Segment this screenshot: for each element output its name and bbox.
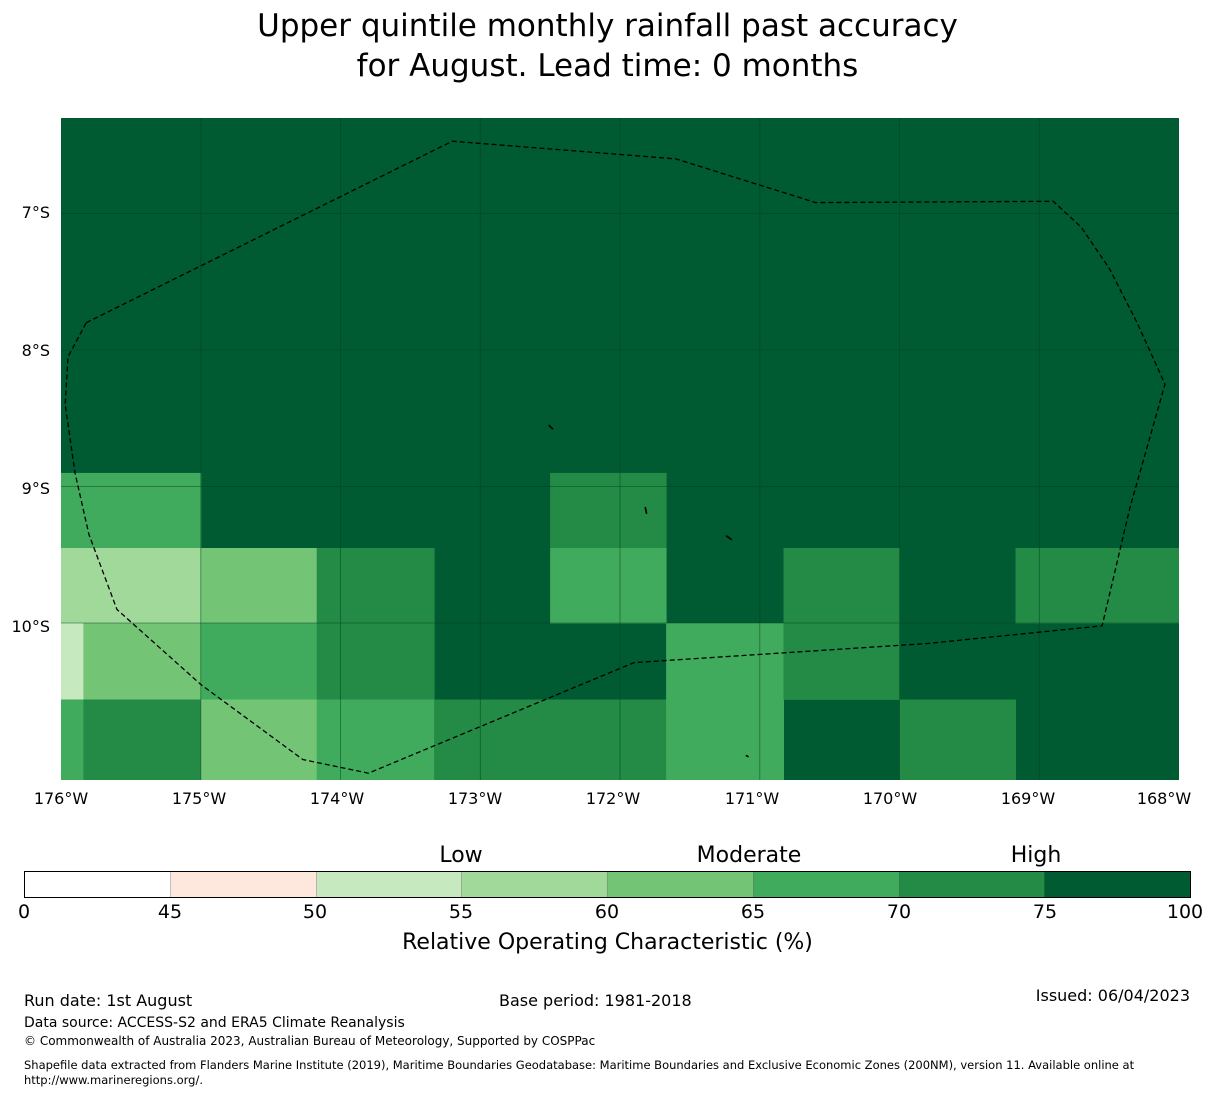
accuracy-cell-5 bbox=[316, 548, 435, 624]
accuracy-cell-2 bbox=[550, 472, 667, 549]
lat-label-10s: 10°S bbox=[11, 617, 50, 636]
accuracy-cell-12 bbox=[316, 623, 435, 700]
island-outline bbox=[745, 754, 749, 758]
eez-boundary bbox=[64, 140, 1166, 774]
lon-label-168w: 168°W bbox=[1136, 789, 1192, 808]
island-outline bbox=[548, 424, 554, 430]
lon-label-174w: 174°W bbox=[309, 789, 365, 808]
accuracy-cell-1 bbox=[83, 472, 202, 549]
colorbar-segment-65-70 bbox=[753, 872, 900, 897]
colorbar-tick-60: 60 bbox=[594, 901, 620, 923]
island-outline bbox=[644, 506, 648, 514]
colorbar-segment-60-65 bbox=[608, 872, 754, 897]
colorbar-segment-75-100 bbox=[1045, 872, 1190, 897]
colorbar bbox=[24, 871, 1191, 898]
shapefile-credit-line-2: http://www.marineregions.org/. bbox=[24, 1073, 203, 1087]
island-outline bbox=[725, 535, 733, 541]
accuracy-cell-0 bbox=[61, 472, 84, 549]
accuracy-cell-15 bbox=[61, 699, 84, 780]
accuracy-cell-4 bbox=[200, 548, 318, 624]
accuracy-cell-17 bbox=[200, 699, 318, 780]
colorbar-tick-65: 65 bbox=[740, 901, 766, 923]
accuracy-cells bbox=[61, 472, 1179, 780]
accuracy-cell-11 bbox=[200, 623, 318, 700]
run-date: Run date: 1st August bbox=[24, 991, 193, 1010]
colorbar-segment-70-75 bbox=[899, 872, 1046, 897]
base-period: Base period: 1981-2018 bbox=[499, 991, 692, 1010]
data-source: Data source: ACCESS-S2 and ERA5 Climate … bbox=[24, 1015, 405, 1031]
shapefile-credit: Shapefile data extracted from Flanders M… bbox=[24, 1058, 1134, 1088]
colorbar-segment-50-55 bbox=[316, 872, 463, 897]
accuracy-cell-8 bbox=[1015, 548, 1179, 624]
colorbar-tick-55: 55 bbox=[448, 901, 474, 923]
lon-label-170w: 170°W bbox=[862, 789, 918, 808]
graticule bbox=[61, 118, 1179, 780]
issued-date: Issued: 06/04/2023 bbox=[1035, 986, 1190, 1005]
accuracy-cell-6 bbox=[550, 548, 667, 624]
colorbar-segment-0-45 bbox=[25, 872, 171, 897]
accuracy-cell-18 bbox=[316, 699, 435, 780]
lon-label-169w: 169°W bbox=[1000, 789, 1056, 808]
colorbar-tick-75: 75 bbox=[1032, 901, 1058, 923]
shapefile-credit-line-1: Shapefile data extracted from Flanders M… bbox=[24, 1058, 1135, 1072]
lat-label-7s: 7°S bbox=[21, 203, 50, 222]
accuracy-cell-7 bbox=[783, 548, 900, 624]
lat-label-9s: 9°S bbox=[21, 479, 50, 498]
colorbar-category-high: High bbox=[1010, 843, 1062, 868]
colorbar-category-low: Low bbox=[439, 843, 483, 868]
copyright: © Commonwealth of Australia 2023, Austra… bbox=[24, 1034, 596, 1048]
accuracy-cell-9 bbox=[61, 623, 84, 700]
colorbar-tick-50: 50 bbox=[302, 901, 328, 923]
accuracy-cell-3 bbox=[61, 548, 202, 624]
colorbar-segment-45-50 bbox=[170, 872, 317, 897]
title-line-2: for August. Lead time: 0 months bbox=[356, 48, 859, 84]
lon-label-176w: 176°W bbox=[33, 789, 89, 808]
accuracy-cell-13 bbox=[666, 623, 784, 700]
colorbar-label: Relative Operating Characteristic (%) bbox=[402, 930, 813, 955]
lon-label-175w: 175°W bbox=[171, 789, 227, 808]
accuracy-cell-21 bbox=[899, 699, 1016, 780]
accuracy-cell-10 bbox=[83, 623, 202, 700]
colorbar-category-moderate: Moderate bbox=[696, 843, 802, 868]
lon-label-173w: 173°W bbox=[447, 789, 503, 808]
lon-label-172w: 172°W bbox=[585, 789, 641, 808]
accuracy-cell-20 bbox=[666, 699, 784, 780]
colorbar-tick-0: 0 bbox=[17, 901, 31, 923]
colorbar-segment-55-60 bbox=[462, 872, 608, 897]
islands bbox=[548, 424, 749, 758]
colorbar-tick-70: 70 bbox=[886, 901, 912, 923]
accuracy-cell-19 bbox=[434, 699, 667, 780]
lon-label-171w: 171°W bbox=[724, 789, 780, 808]
accuracy-cell-14 bbox=[783, 623, 900, 700]
lat-label-8s: 8°S bbox=[21, 341, 50, 360]
colorbar-tick-100: 100 bbox=[1166, 901, 1204, 923]
accuracy-cell-16 bbox=[83, 699, 202, 780]
colorbar-tick-45: 45 bbox=[157, 901, 183, 923]
map-canvas bbox=[61, 118, 1179, 780]
title-line-1: Upper quintile monthly rainfall past acc… bbox=[257, 8, 958, 44]
accuracy-map bbox=[61, 118, 1179, 780]
map-title: Upper quintile monthly rainfall past acc… bbox=[0, 6, 1215, 86]
